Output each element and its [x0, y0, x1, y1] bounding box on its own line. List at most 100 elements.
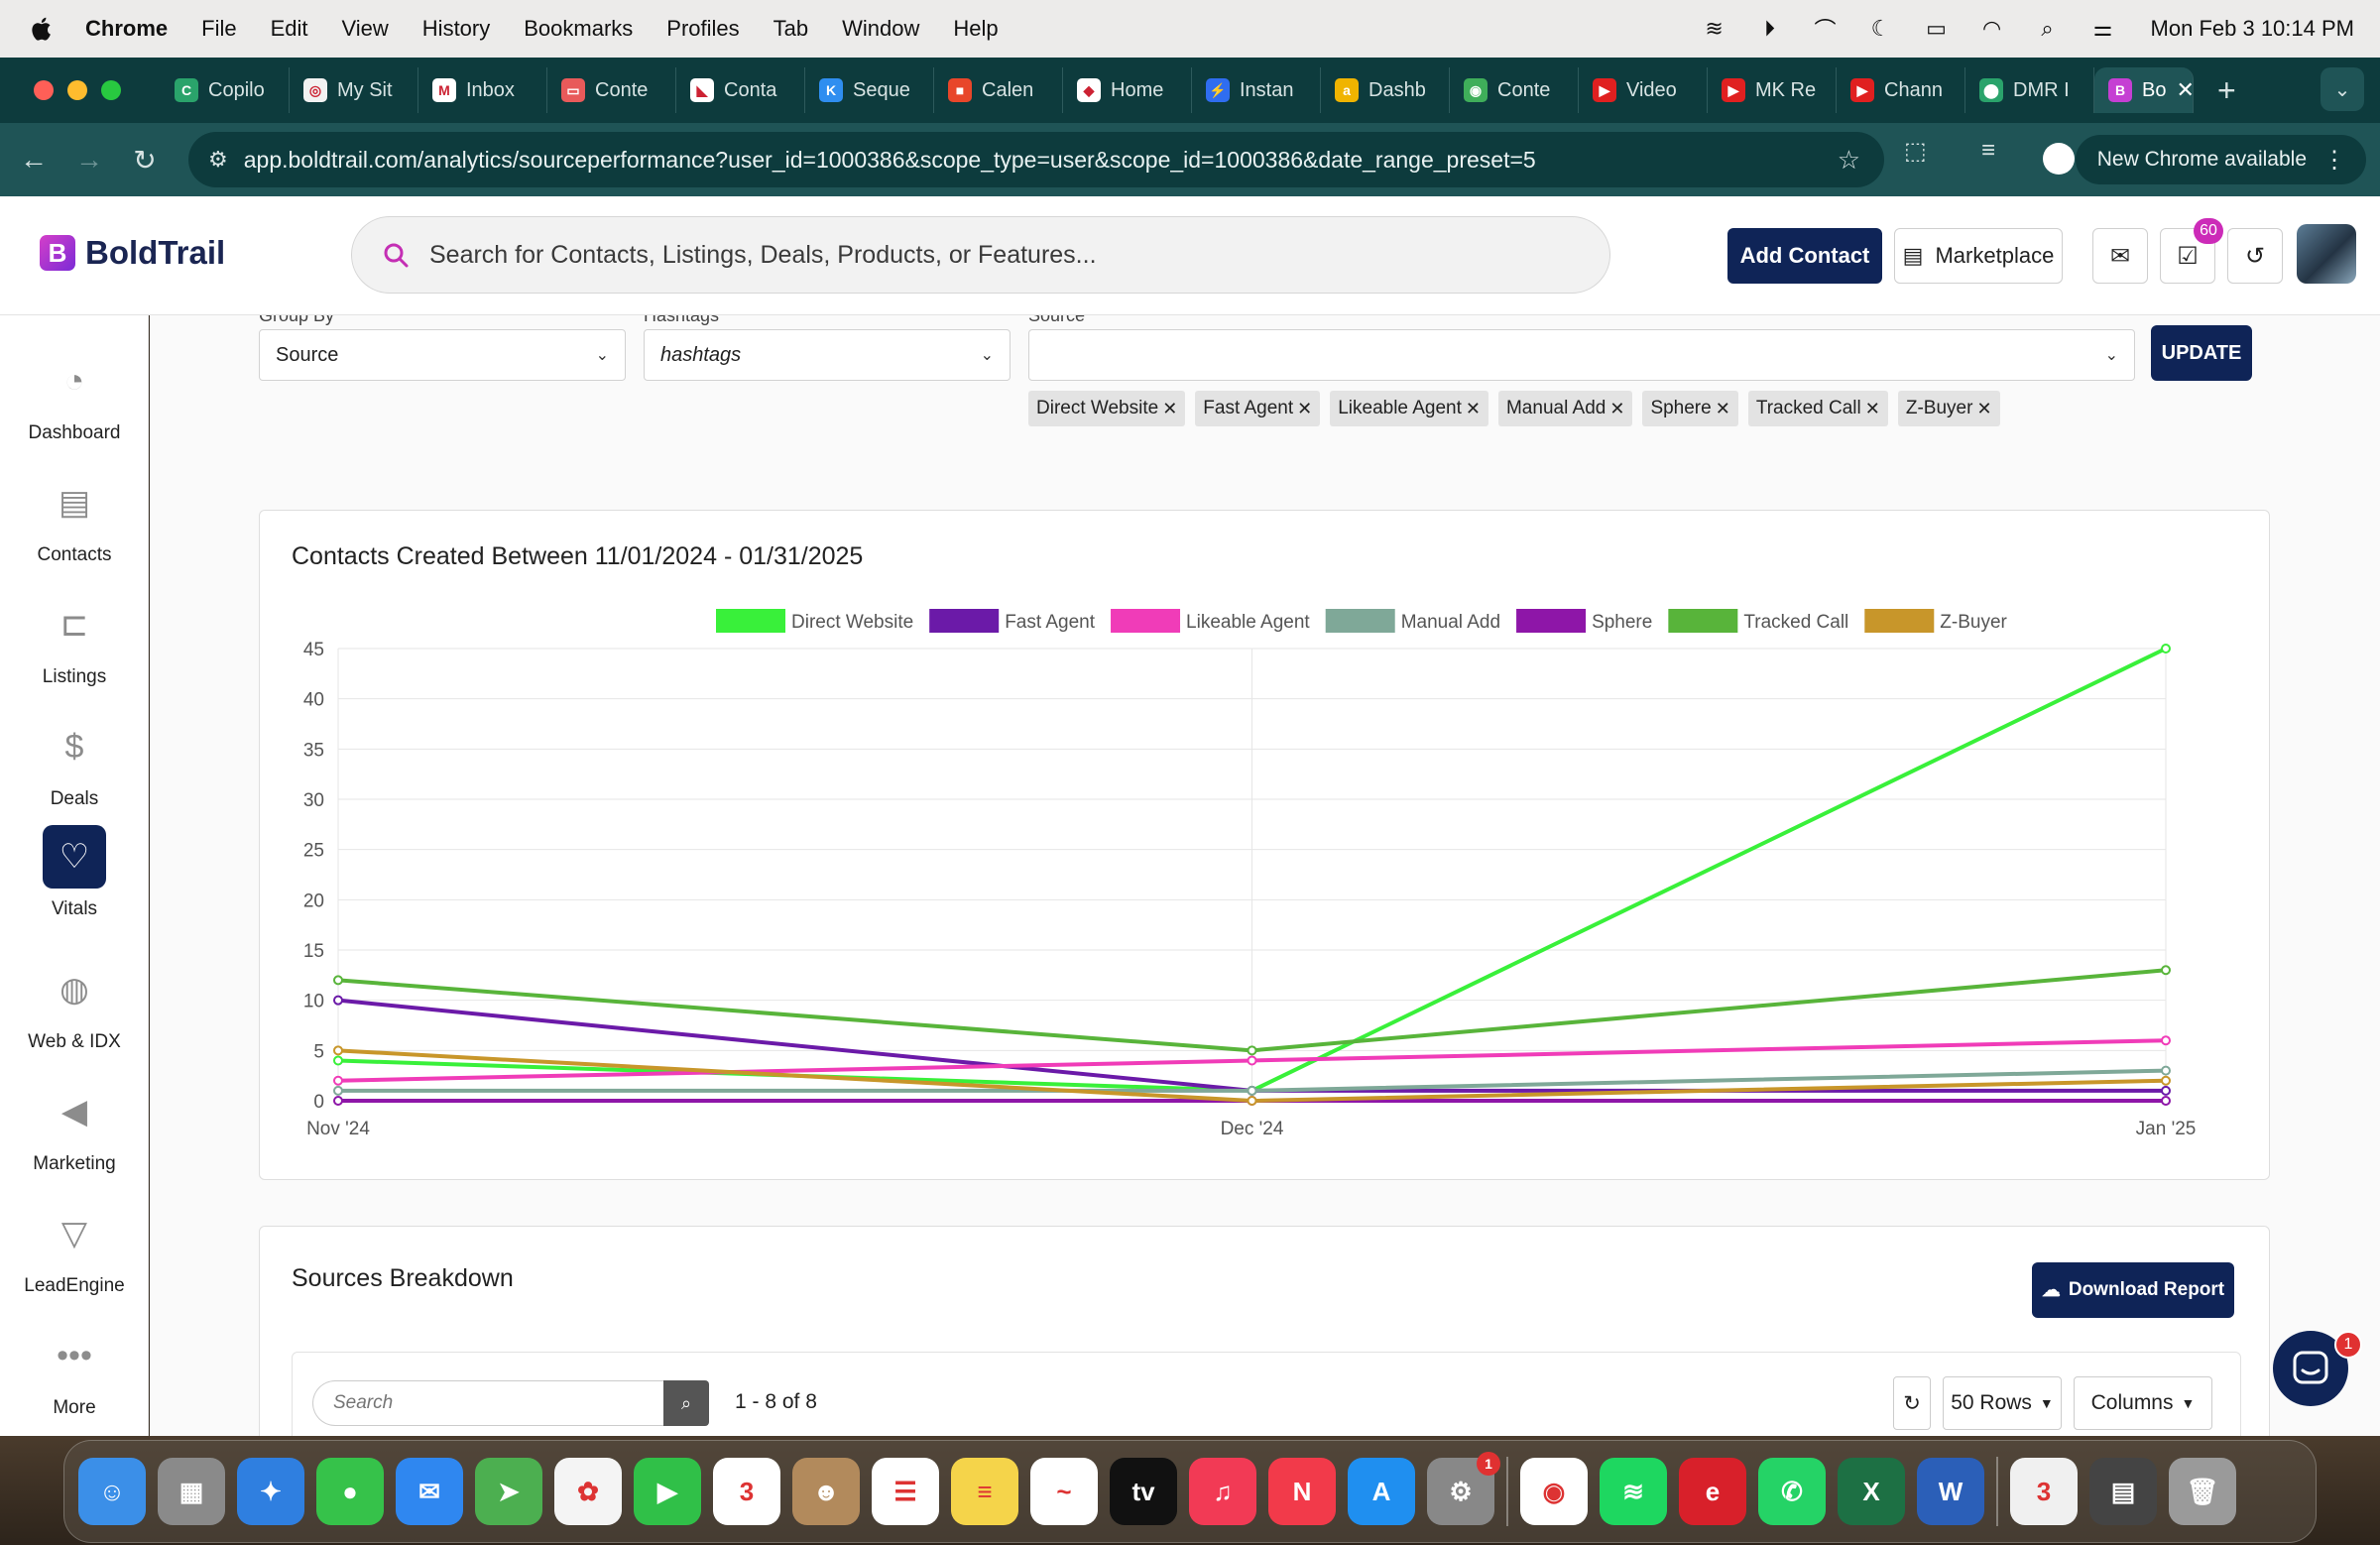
news-icon[interactable]: N	[1268, 1458, 1336, 1525]
browser-tab[interactable]: ◆ Home	[1063, 67, 1192, 113]
safari-icon[interactable]: ✦	[237, 1458, 304, 1525]
sidebar-item-deals[interactable]: $ Deals	[0, 715, 149, 810]
remove-chip-icon[interactable]: ✕	[1609, 398, 1625, 418]
site-info-icon[interactable]: ⚙	[208, 147, 228, 172]
sidebar-item-listings[interactable]: ⊏ Listings	[0, 593, 149, 688]
menu-help[interactable]: Help	[953, 16, 999, 41]
freeform-icon[interactable]: ~	[1030, 1458, 1098, 1525]
messages-button[interactable]: ✉	[2092, 228, 2148, 284]
browser-tab[interactable]: K Seque	[805, 67, 934, 113]
new-tab-button[interactable]: +	[2217, 71, 2236, 108]
screenshot-icon[interactable]: ▤	[2089, 1458, 2157, 1525]
calendar-doc-icon[interactable]: 3	[2010, 1458, 2078, 1525]
source-chip[interactable]: Direct Website ✕	[1028, 391, 1186, 426]
remove-chip-icon[interactable]: ✕	[1864, 398, 1880, 418]
spotify-icon[interactable]: ≋	[1600, 1458, 1667, 1525]
browser-tab[interactable]: ◣ Conta	[676, 67, 805, 113]
bookmark-star-icon[interactable]: ☆	[1837, 144, 1860, 175]
maps-icon[interactable]: ➤	[475, 1458, 542, 1525]
kebab-menu-icon[interactable]: ⋮	[2322, 146, 2346, 174]
url-text[interactable]: app.boldtrail.com/analytics/sourceperfor…	[243, 146, 1536, 173]
browser-tab[interactable]: ⬤ DMR I	[1965, 67, 2094, 113]
photos-icon[interactable]: ✿	[554, 1458, 622, 1525]
browser-tab[interactable]: ▶ Chann	[1837, 67, 1965, 113]
app-store-icon[interactable]: A	[1348, 1458, 1415, 1525]
menu-app-name[interactable]: Chrome	[85, 16, 169, 41]
boldtrail-logo[interactable]: B BoldTrail	[40, 234, 225, 272]
hashtags-select[interactable]: hashtags ⌄	[644, 329, 1011, 381]
browser-tab[interactable]: M Inbox	[418, 67, 547, 113]
close-window-button[interactable]	[34, 80, 54, 100]
extensions-icon[interactable]: ⬚	[1904, 138, 1927, 165]
battery-icon[interactable]: ▭	[1926, 16, 1947, 41]
refresh-button[interactable]: ↻	[1893, 1376, 1931, 1430]
trash-icon[interactable]: 🗑	[2169, 1458, 2236, 1525]
remove-chip-icon[interactable]: ✕	[1465, 398, 1481, 418]
columns-dropdown[interactable]: Columns ▼	[2074, 1376, 2212, 1430]
browser-tab[interactable]: ◎ My Sit	[290, 67, 418, 113]
browser-tab[interactable]: ▭ Conte	[547, 67, 676, 113]
user-avatar[interactable]	[2297, 224, 2356, 284]
add-contact-button[interactable]: Add Contact	[1727, 228, 1882, 284]
chrome-icon[interactable]: ◉	[1520, 1458, 1588, 1525]
menu-history[interactable]: History	[421, 16, 491, 41]
close-tab-icon[interactable]: ✕	[2176, 77, 2194, 102]
calendar-icon[interactable]: 3	[713, 1458, 780, 1525]
notes-icon[interactable]: ≡	[951, 1458, 1018, 1525]
source-chip[interactable]: Tracked Call ✕	[1747, 391, 1888, 426]
word-icon[interactable]: W	[1917, 1458, 1984, 1525]
spotlight-search-icon[interactable]: ⌕	[2041, 16, 2054, 41]
reload-icon[interactable]: ↻	[133, 144, 157, 176]
remove-chip-icon[interactable]: ✕	[1715, 398, 1730, 418]
forward-arrow-icon[interactable]: →	[75, 144, 103, 175]
reminders-icon[interactable]: ☰	[872, 1458, 939, 1525]
tab-search-chevron-icon[interactable]: ⌄	[2320, 67, 2364, 111]
sidebar-item-vitals[interactable]: ♡ Vitals	[0, 825, 149, 920]
update-button[interactable]: UPDATE	[2151, 325, 2252, 381]
back-arrow-icon[interactable]: ←	[20, 144, 48, 175]
minimize-window-button[interactable]	[67, 80, 87, 100]
sidebar-item-web-idx[interactable]: ◍ Web & IDX	[0, 958, 149, 1053]
facetime-icon[interactable]: ▶	[634, 1458, 701, 1525]
group-by-select[interactable]: Source ⌄	[259, 329, 626, 381]
finder-icon[interactable]: ☺	[78, 1458, 146, 1525]
sidebar-item-dashboard[interactable]: ◔ Dashboard	[0, 349, 149, 444]
new-chrome-available-button[interactable]: New Chrome available ⋮	[2075, 135, 2366, 184]
source-chip[interactable]: Manual Add ✕	[1497, 391, 1633, 426]
music-icon[interactable]: ♫	[1189, 1458, 1256, 1525]
menu-window[interactable]: Window	[842, 16, 920, 41]
moon-icon[interactable]: ☾	[1870, 16, 1891, 41]
browser-tab[interactable]: ⚡ Instan	[1192, 67, 1321, 113]
rows-dropdown[interactable]: 50 Rows ▼	[1943, 1376, 2062, 1430]
source-chip[interactable]: Sphere ✕	[1642, 391, 1738, 426]
zoom-window-button[interactable]	[101, 80, 121, 100]
apple-logo-icon[interactable]	[30, 15, 56, 43]
menu-clock[interactable]: Mon Feb 3 10:14 PM	[2150, 16, 2354, 41]
menu-profiles[interactable]: Profiles	[666, 16, 740, 41]
sidebar-item-contacts[interactable]: ▤ Contacts	[0, 471, 149, 566]
global-search-input[interactable]	[429, 240, 1570, 270]
control-center-icon[interactable]: ⚌	[2092, 16, 2113, 41]
wifi-icon[interactable]: ◠	[1981, 16, 2002, 41]
expressvpn-icon[interactable]: e	[1679, 1458, 1746, 1525]
remove-chip-icon[interactable]: ✕	[1297, 398, 1313, 418]
table-search-button[interactable]: ⌕	[663, 1380, 709, 1426]
menu-tab[interactable]: Tab	[773, 16, 809, 41]
sidebar-item-leadengine[interactable]: ▽ LeadEngine	[0, 1202, 149, 1297]
apple-tv-icon[interactable]: tv	[1110, 1458, 1177, 1525]
stack-icon[interactable]: ≋	[1705, 16, 1724, 41]
play-circle-icon[interactable]: ⏵	[1764, 16, 1776, 41]
remove-chip-icon[interactable]: ✕	[1162, 398, 1178, 418]
browser-tab[interactable]: ▶ Video	[1579, 67, 1708, 113]
browser-tab[interactable]: C Copilo	[161, 67, 290, 113]
sidebar-item-more[interactable]: ••• More	[0, 1324, 149, 1419]
history-button[interactable]: ↺	[2227, 228, 2283, 284]
browser-tab[interactable]: a Dashb	[1321, 67, 1450, 113]
source-select[interactable]: ⌄	[1028, 329, 2135, 381]
excel-icon[interactable]: X	[1838, 1458, 1905, 1525]
tasks-button[interactable]: ☑	[2160, 228, 2215, 284]
mail-icon[interactable]: ✉	[396, 1458, 463, 1525]
whatsapp-icon[interactable]: ✆	[1758, 1458, 1826, 1525]
global-search[interactable]	[351, 216, 1610, 294]
menu-view[interactable]: View	[341, 16, 389, 41]
